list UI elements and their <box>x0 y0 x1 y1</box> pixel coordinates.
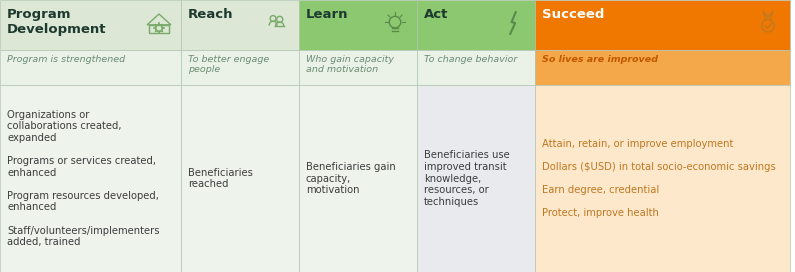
Bar <box>417 50 535 85</box>
Bar <box>535 85 790 272</box>
Text: Program
Development: Program Development <box>7 8 107 36</box>
Text: So lives are improved: So lives are improved <box>542 55 658 64</box>
Text: Who gain capacity
and motivation: Who gain capacity and motivation <box>306 55 394 75</box>
Text: To change behavior: To change behavior <box>424 55 518 64</box>
Bar <box>299 0 417 50</box>
Bar <box>535 50 790 85</box>
Bar <box>535 0 790 50</box>
Bar <box>181 0 299 50</box>
Text: Act: Act <box>424 8 448 21</box>
Bar <box>0 50 181 85</box>
Text: Learn: Learn <box>306 8 348 21</box>
Text: Beneficiaries gain
capacity,
motivation: Beneficiaries gain capacity, motivation <box>306 162 396 195</box>
Text: Beneficiaries
reached: Beneficiaries reached <box>188 168 253 189</box>
Text: Beneficiaries use
improved transit
knowledge,
resources, or
techniques: Beneficiaries use improved transit knowl… <box>424 150 510 207</box>
Text: Reach: Reach <box>188 8 234 21</box>
Text: Succeed: Succeed <box>542 8 604 21</box>
Bar <box>0 85 181 272</box>
Text: To better engage
people: To better engage people <box>188 55 270 75</box>
Bar <box>417 85 535 272</box>
Bar <box>299 85 417 272</box>
Text: Program is strengthened: Program is strengthened <box>7 55 125 64</box>
Bar <box>181 50 299 85</box>
Bar <box>417 0 535 50</box>
Bar <box>0 0 181 50</box>
Text: Organizations or
collaborations created,
expanded

Programs or services created,: Organizations or collaborations created,… <box>7 110 160 247</box>
Text: Attain, retain, or improve employment

Dollars ($USD) in total socio-economic sa: Attain, retain, or improve employment Do… <box>542 139 776 218</box>
Bar <box>299 50 417 85</box>
Bar <box>149 25 169 33</box>
Bar <box>181 85 299 272</box>
